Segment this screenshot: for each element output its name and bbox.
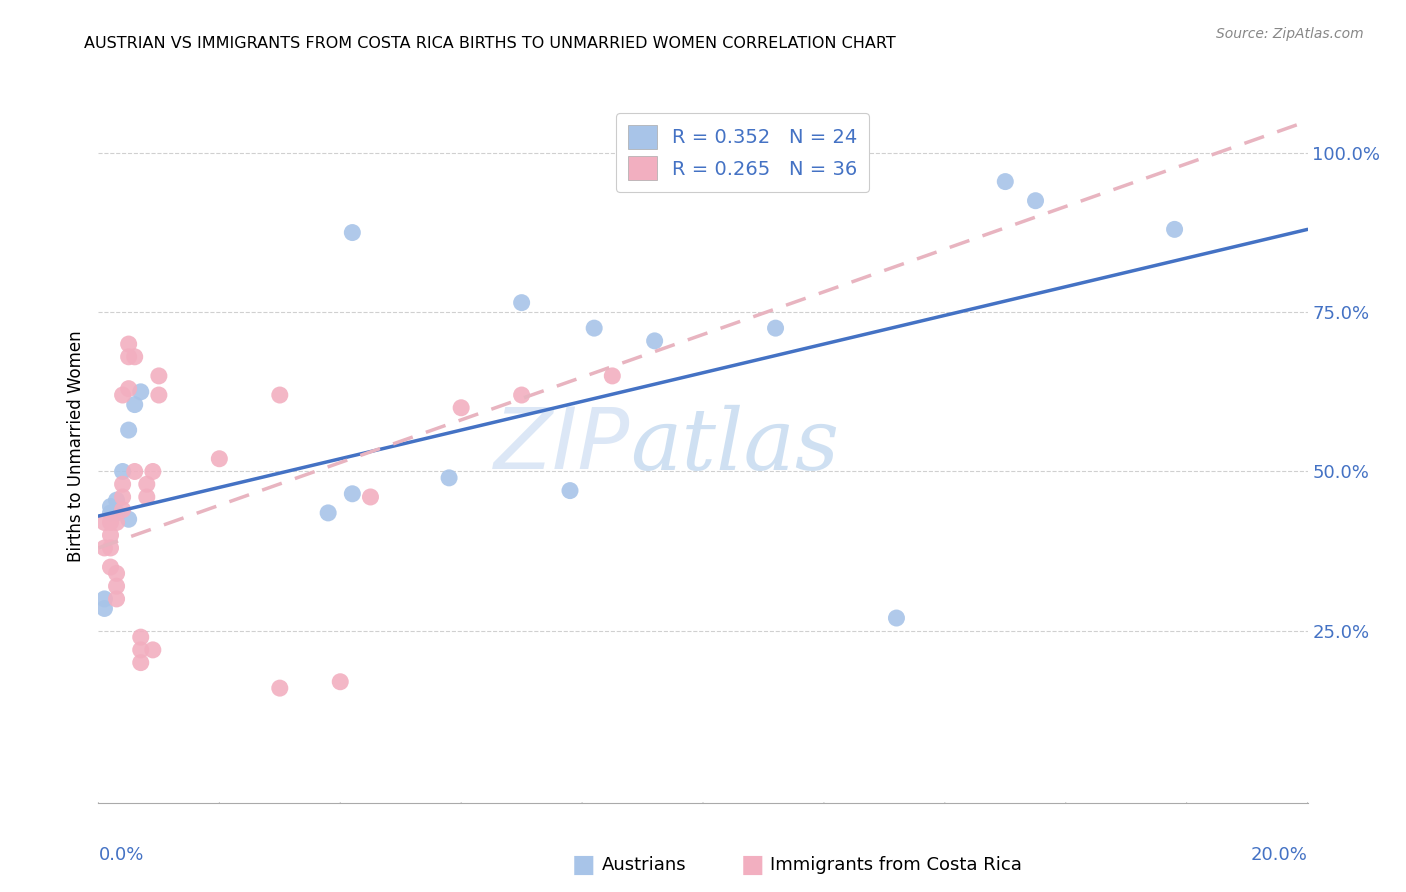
Text: Austrians: Austrians <box>602 856 686 874</box>
Point <box>129 643 152 657</box>
Point <box>105 579 128 593</box>
Point <box>111 465 134 479</box>
Point <box>111 502 134 516</box>
Point <box>118 337 141 351</box>
Point <box>105 566 128 581</box>
Text: ■: ■ <box>741 854 763 877</box>
Point <box>437 471 460 485</box>
Point <box>129 384 152 399</box>
Text: ■: ■ <box>572 854 595 877</box>
Point <box>111 490 134 504</box>
Legend: R = 0.352   N = 24, R = 0.265   N = 36: R = 0.352 N = 24, R = 0.265 N = 36 <box>616 113 869 192</box>
Point <box>558 483 581 498</box>
Text: 0.0%: 0.0% <box>98 846 143 863</box>
Point <box>269 388 291 402</box>
Point <box>583 321 606 335</box>
Point <box>129 630 152 644</box>
Point <box>148 368 170 383</box>
Point <box>124 398 146 412</box>
Point <box>100 506 122 520</box>
Point <box>105 506 128 520</box>
Text: atlas: atlas <box>630 405 839 487</box>
Point <box>765 321 787 335</box>
Point <box>316 506 339 520</box>
Point <box>602 368 624 383</box>
Point <box>118 350 141 364</box>
Point <box>510 295 533 310</box>
Point <box>1024 194 1046 208</box>
Point <box>100 528 122 542</box>
Point <box>142 643 165 657</box>
Point <box>329 674 352 689</box>
Y-axis label: Births to Unmarried Women: Births to Unmarried Women <box>66 330 84 562</box>
Point <box>105 516 128 530</box>
Point <box>118 423 141 437</box>
Point <box>124 465 146 479</box>
Point <box>100 560 122 574</box>
Point <box>93 541 115 555</box>
Point <box>93 601 115 615</box>
Point <box>644 334 666 348</box>
Point <box>450 401 472 415</box>
Point <box>342 487 364 501</box>
Point <box>105 591 128 606</box>
Point <box>124 350 146 364</box>
Point <box>510 388 533 402</box>
Point <box>142 465 165 479</box>
Text: Source: ZipAtlas.com: Source: ZipAtlas.com <box>1216 27 1364 41</box>
Text: Immigrants from Costa Rica: Immigrants from Costa Rica <box>770 856 1022 874</box>
Point <box>135 477 157 491</box>
Point <box>111 388 134 402</box>
Point <box>148 388 170 402</box>
Text: ZIP: ZIP <box>494 404 630 488</box>
Point <box>129 656 152 670</box>
Point <box>994 175 1017 189</box>
Point <box>269 681 291 695</box>
Point <box>100 541 122 555</box>
Point <box>342 226 364 240</box>
Point <box>118 512 141 526</box>
Point <box>1163 222 1185 236</box>
Point <box>93 591 115 606</box>
Text: AUSTRIAN VS IMMIGRANTS FROM COSTA RICA BIRTHS TO UNMARRIED WOMEN CORRELATION CHA: AUSTRIAN VS IMMIGRANTS FROM COSTA RICA B… <box>84 36 896 51</box>
Point <box>360 490 382 504</box>
Point <box>886 611 908 625</box>
Point <box>100 516 122 530</box>
Point <box>93 516 115 530</box>
Point <box>111 477 134 491</box>
Point <box>135 490 157 504</box>
Point <box>208 451 231 466</box>
Point <box>105 493 128 508</box>
Point <box>100 500 122 514</box>
Text: 20.0%: 20.0% <box>1251 846 1308 863</box>
Point <box>118 382 141 396</box>
